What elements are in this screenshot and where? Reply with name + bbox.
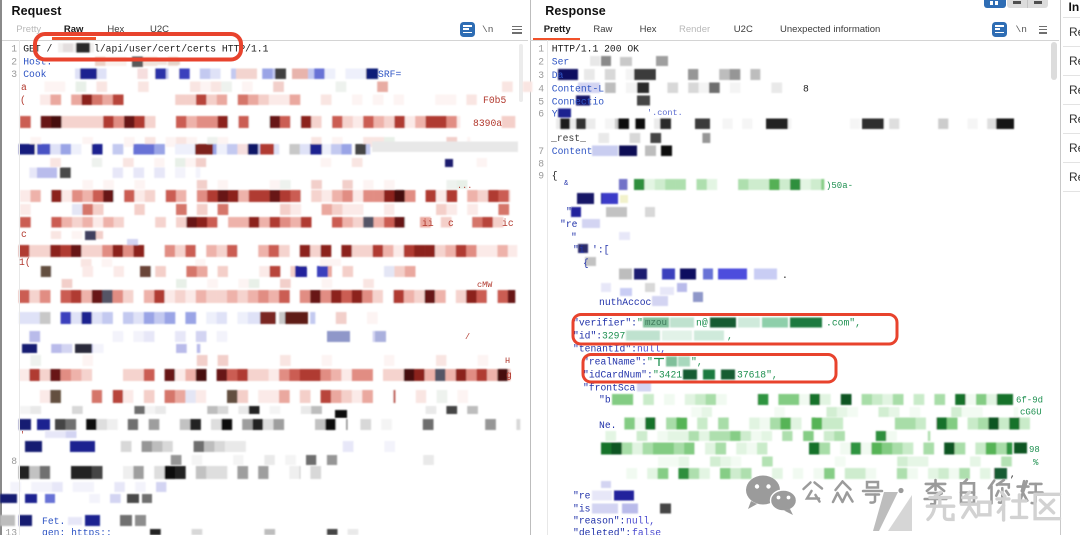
svg-text:"is: "is [573,504,591,515]
svg-text:%: % [1033,458,1039,468]
svg-text:8: 8 [803,84,809,95]
svg-text:F0b5: F0b5 [483,95,506,106]
svg-text:"deleted":: "deleted": [573,528,631,535]
svg-text:8: 8 [11,456,17,467]
svg-text:"verifier":: "verifier": [573,318,637,329]
svg-text:": " [566,207,572,218]
svg-text:n@: n@ [696,318,708,329]
svg-text:37618",: 37618", [737,370,778,381]
svg-text:_rest_: _rest_ [550,133,586,144]
svg-text:Content-L: Content-L [552,84,605,95]
svg-text:)50a-: )50a- [826,181,853,191]
svg-text:{: { [583,258,589,269]
svg-text:"3421: "3421 [653,370,682,381]
svg-text:,: , [1010,470,1015,480]
svg-text:"reason":: "reason": [573,516,625,527]
svg-text:1(: 1( [19,257,31,268]
svg-text:8390a: 8390a [473,118,502,129]
svg-text:"i: "i [573,245,585,256]
svg-text:7: 7 [538,146,544,157]
svg-text:Fet.: Fet. [42,516,65,527]
svg-text:cMW: cMW [477,280,493,290]
svg-text:/: / [465,332,470,342]
svg-text:c: c [21,229,27,240]
svg-text:Ne.: Ne. [599,420,616,431]
svg-text:",: ", [691,357,703,368]
svg-text:5: 5 [538,97,544,108]
svg-text:l/api/user/cert/certs HTTP/1.1: l/api/user/cert/certs HTTP/1.1 [94,44,269,55]
svg-text:2: 2 [11,56,17,67]
svg-text:false: false [632,528,661,535]
svg-text:': ' [20,430,25,440]
svg-text:3: 3 [538,70,544,81]
svg-text:1: 1 [538,44,544,55]
svg-text:1: 1 [11,44,17,55]
svg-text:cG6U: cG6U [1020,408,1042,418]
svg-text:Da: Da [552,70,564,81]
svg-text:gen: https::: gen: https:: [42,528,112,535]
svg-text:ic: ic [502,218,514,229]
svg-text:(: ( [20,95,26,106]
svg-text:Host:: Host: [23,56,52,67]
svg-text:": " [637,318,643,329]
svg-text:mzou: mzou [645,317,667,328]
svg-text:13: 13 [5,528,17,535]
svg-text:null,: null, [637,344,666,355]
svg-text:SRF=: SRF= [378,69,401,80]
svg-text:Ser: Ser [552,57,569,68]
svg-text:,: , [727,331,733,342]
svg-text:GET /: GET / [23,44,52,55]
svg-text:": " [571,232,577,243]
svg-text:HTTP/1.1 200 OK: HTTP/1.1 200 OK [552,44,639,55]
svg-text:nuthAccoc: nuthAccoc [599,297,652,308]
svg-text:"b: "b [599,395,611,406]
svg-text:c: c [448,218,454,229]
svg-text:"realName":: "realName": [583,357,647,368]
svg-text:'.cont.: '.cont. [647,108,683,118]
svg-text:"re: "re [573,491,591,502]
svg-text:g: g [506,370,512,381]
svg-text:Connectio: Connectio [552,97,605,108]
svg-text:&: & [564,180,569,188]
svg-text:"idCardNum":: "idCardNum": [583,370,653,381]
svg-text:...: ... [457,181,472,191]
svg-text:.com",: .com", [826,318,861,329]
svg-text:6f-9d: 6f-9d [1016,396,1043,406]
svg-text:':[: ':[ [592,245,609,256]
svg-text:3: 3 [11,69,17,80]
svg-text:Y: Y [552,109,558,120]
svg-text:4: 4 [538,84,544,95]
svg-text:98: 98 [1029,445,1040,455]
svg-text:Cook: Cook [23,69,46,80]
svg-text:Content: Content [552,146,593,157]
svg-text:H: H [505,356,510,366]
svg-text:{: { [552,171,558,182]
svg-text:"re: "re [560,219,578,230]
svg-text:null,: null, [626,516,655,527]
svg-text:.: . [782,270,788,281]
svg-text:ii: ii [422,218,434,229]
svg-text:"tenantId":: "tenantId": [573,344,637,355]
svg-text:6: 6 [538,109,544,120]
svg-text:"id":: "id": [573,331,602,342]
svg-text:8: 8 [538,159,544,170]
svg-text:a: a [21,82,27,93]
svg-text:": " [647,357,653,368]
svg-text:9: 9 [538,171,544,182]
svg-text:"frontSca: "frontSca [583,383,636,394]
svg-text:2: 2 [538,57,544,68]
svg-text:3297: 3297 [602,331,625,342]
